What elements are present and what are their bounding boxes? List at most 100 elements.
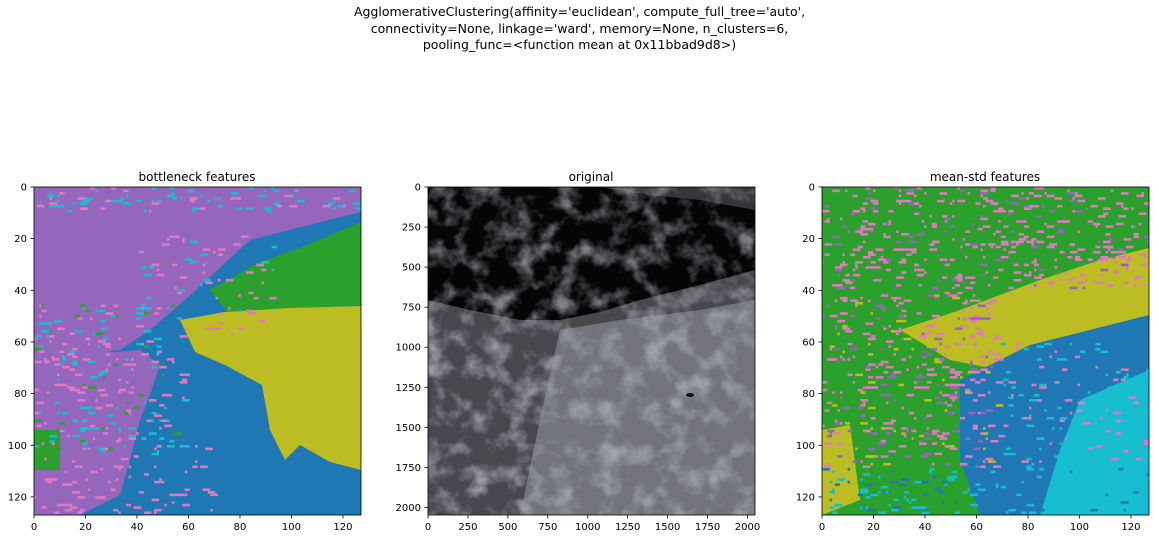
speckle-cell xyxy=(154,480,162,484)
speckle-cell xyxy=(1077,230,1081,233)
speckle-cell xyxy=(179,276,188,279)
speckle-cell xyxy=(54,401,60,405)
speckle-cell xyxy=(200,253,208,256)
speckle-cell xyxy=(72,388,80,392)
speckle-cell xyxy=(824,204,830,208)
speckle-cell xyxy=(1054,258,1058,262)
speckle-cell xyxy=(87,427,93,430)
panel-bottleneck-features: bottleneck features 0 20 40 60 80 100 12002040… xyxy=(8,170,362,533)
speckle-cell xyxy=(929,414,932,417)
speckle-cell xyxy=(885,393,891,397)
speckle-cell xyxy=(903,434,907,438)
speckle-cell xyxy=(870,312,874,315)
speckle-cell xyxy=(115,478,119,481)
speckle-cell xyxy=(353,202,361,205)
speckle-cell xyxy=(1021,460,1029,463)
speckle-cell xyxy=(51,355,55,359)
speckle-cell xyxy=(205,281,213,285)
speckle-cell xyxy=(990,470,996,474)
speckle-cell xyxy=(1126,480,1132,484)
speckle-cell xyxy=(1011,230,1014,233)
speckle-cell xyxy=(276,204,282,208)
speckle-cell xyxy=(59,192,65,195)
speckle-cell xyxy=(100,393,109,397)
speckle-cell xyxy=(123,202,132,205)
speckle-cell xyxy=(136,199,142,203)
speckle-cell xyxy=(1031,238,1037,241)
speckle-cell xyxy=(1087,447,1093,451)
speckle-cell xyxy=(1028,192,1035,195)
speckle-cell xyxy=(903,337,912,341)
speckle-cell xyxy=(85,406,93,410)
speckle-cell xyxy=(880,360,889,364)
speckle-cell xyxy=(146,340,155,343)
speckle-cell xyxy=(952,383,958,387)
speckle-cell xyxy=(1095,245,1101,249)
speckle-cell xyxy=(56,447,63,451)
speckle-cell xyxy=(898,314,904,318)
speckle-cell xyxy=(171,192,175,195)
speckle-cell xyxy=(1097,258,1101,262)
speckle-cell xyxy=(867,299,871,302)
speckle-cell xyxy=(924,508,927,512)
speckle-cell xyxy=(1143,255,1147,259)
speckle-cell xyxy=(1023,347,1029,351)
speckle-cell xyxy=(1054,475,1058,479)
speckle-cell xyxy=(338,204,344,208)
speckle-cell xyxy=(1064,399,1073,402)
speckle-cell xyxy=(95,332,103,336)
speckle-cell xyxy=(870,386,879,389)
speckle-cell xyxy=(842,261,845,264)
speckle-cell xyxy=(924,493,927,497)
speckle-cell xyxy=(985,457,994,461)
speckle-cell xyxy=(954,511,960,514)
speckle-cell xyxy=(1057,204,1063,208)
speckle-cell xyxy=(931,475,937,479)
speckle-cell xyxy=(79,427,88,430)
speckle-cell xyxy=(1046,245,1055,249)
speckle-cell xyxy=(34,496,37,499)
speckle-cell xyxy=(880,427,886,430)
speckle-cell xyxy=(967,301,971,305)
speckle-cell xyxy=(901,478,909,481)
speckle-cell xyxy=(844,429,853,433)
speckle-cell xyxy=(1039,460,1042,463)
speckle-cell xyxy=(962,309,966,313)
speckle-cell xyxy=(901,337,904,341)
speckle-cell xyxy=(1103,212,1106,216)
speckle-cell xyxy=(194,460,198,463)
speckle-cell xyxy=(189,240,198,244)
speckle-cell xyxy=(95,399,98,402)
speckle-cell xyxy=(174,432,183,435)
y-tick-label: 100 xyxy=(8,441,27,452)
speckle-cell xyxy=(988,424,994,428)
speckle-cell xyxy=(970,368,978,371)
speckle-cell xyxy=(1074,258,1083,262)
speckle-cell xyxy=(865,197,874,200)
speckle-cell xyxy=(878,363,884,366)
speckle-cell xyxy=(1110,255,1116,259)
speckle-cell xyxy=(873,266,881,269)
speckle-cell xyxy=(51,478,57,481)
speckle-cell xyxy=(1049,442,1052,446)
x-tick-label: 60 xyxy=(182,522,195,533)
speckle-cell xyxy=(908,411,914,415)
speckle-cell xyxy=(67,353,75,356)
speckle-cell xyxy=(1090,401,1096,405)
speckle-cell xyxy=(1118,255,1127,259)
speckle-cell xyxy=(82,442,88,446)
speckle-cell xyxy=(1021,220,1027,223)
speckle-cell xyxy=(1059,501,1068,504)
speckle-cell xyxy=(1011,386,1017,389)
speckle-cell xyxy=(1005,199,1009,203)
speckle-cell xyxy=(148,266,155,269)
speckle-cell xyxy=(1095,281,1104,285)
bright-cloud xyxy=(520,300,755,515)
speckle-cell xyxy=(975,465,981,469)
speckle-cell xyxy=(1031,261,1037,264)
speckle-cell xyxy=(898,445,904,448)
speckle-cell xyxy=(850,286,856,290)
speckle-cell xyxy=(1026,240,1035,244)
speckle-cell xyxy=(944,365,950,369)
speckle-cell xyxy=(949,294,958,297)
